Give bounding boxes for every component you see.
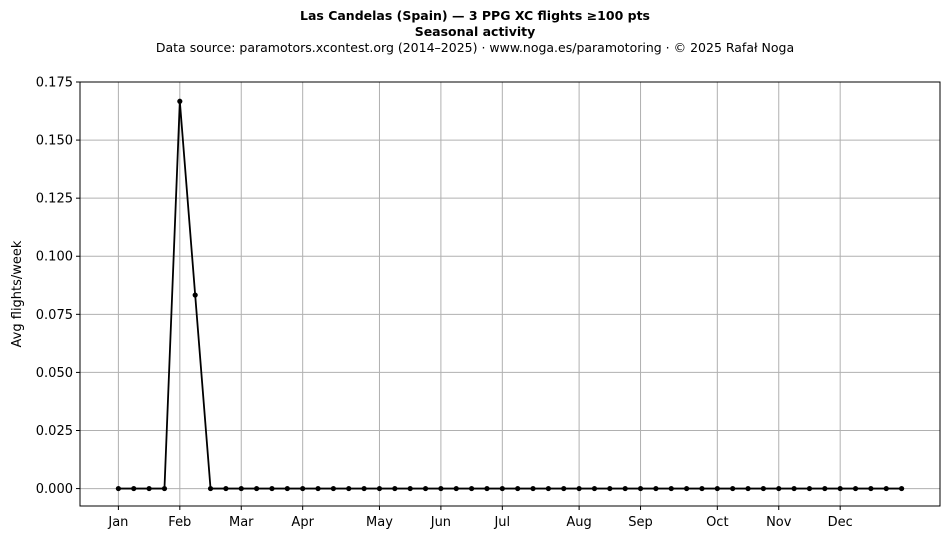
data-point xyxy=(530,485,536,492)
data-point xyxy=(591,485,598,492)
x-tick-label: Mar xyxy=(229,515,254,530)
x-tick-label: Nov xyxy=(766,515,792,530)
data-point xyxy=(684,485,690,492)
chart-subtitle: Seasonal activity xyxy=(414,24,536,39)
data-point xyxy=(868,485,874,492)
data-point xyxy=(545,485,551,492)
data-point xyxy=(330,485,336,492)
data-point xyxy=(346,485,352,492)
data-point xyxy=(668,485,674,492)
grid-lines xyxy=(80,81,940,506)
data-point xyxy=(269,485,275,492)
data-point xyxy=(146,485,152,492)
data-point xyxy=(300,485,306,492)
data-point xyxy=(177,98,183,104)
y-tick-label: 0.075 xyxy=(36,308,73,323)
x-tick-label: Jan xyxy=(107,515,128,530)
data-point xyxy=(730,485,736,492)
data-point xyxy=(392,485,398,492)
data-point xyxy=(453,485,459,492)
y-tick-label: 0.150 xyxy=(36,134,73,149)
data-point xyxy=(469,485,475,492)
data-point xyxy=(115,485,121,492)
chart-title: Las Candelas (Spain) — 3 PPG XC flights … xyxy=(300,8,650,23)
data-point xyxy=(499,485,505,492)
data-point xyxy=(653,485,659,492)
y-tick-label: 0.175 xyxy=(36,76,73,91)
y-tick-label: 0.000 xyxy=(36,482,73,497)
data-point xyxy=(376,485,383,492)
data-source-note: Data source: paramotors.xcontest.org (20… xyxy=(155,40,795,55)
data-point xyxy=(776,485,782,492)
data-point xyxy=(484,485,490,492)
data-point xyxy=(284,485,290,492)
data-point xyxy=(622,485,628,492)
data-point xyxy=(837,485,843,492)
y-axis: 0.000 0.025 0.050 0.075 0.100 0.125 0.150 0.175 xyxy=(36,76,80,497)
data-point xyxy=(883,485,889,492)
data-point xyxy=(561,485,567,492)
x-tick-label: Sep xyxy=(628,515,653,530)
y-tick-label: 0.050 xyxy=(36,366,73,381)
data-point xyxy=(791,485,797,492)
series-line xyxy=(118,100,902,490)
plot-frame xyxy=(79,81,941,507)
data-point xyxy=(714,485,720,492)
x-axis: Jan Feb Mar Apr May Jun Jul Aug Sep Oct Nov Dec xyxy=(107,506,853,530)
x-tick-label: Apr xyxy=(291,515,314,530)
data-point xyxy=(131,485,137,492)
data-point xyxy=(254,485,260,492)
data-point xyxy=(637,485,644,492)
data-point xyxy=(607,485,613,492)
chart-header: Las Candelas (Spain) — 3 PPG XC flights … xyxy=(0,8,950,56)
data-point xyxy=(161,485,168,492)
data-point xyxy=(315,485,321,492)
x-tick-label: Feb xyxy=(168,515,191,530)
data-point xyxy=(192,292,198,298)
y-axis-label: Avg flights/week xyxy=(10,240,25,347)
data-point xyxy=(806,485,813,492)
data-point xyxy=(822,485,828,492)
x-tick-label: Jul xyxy=(493,515,510,530)
x-tick-label: May xyxy=(366,515,393,530)
x-tick-label: Jun xyxy=(430,515,451,530)
data-point xyxy=(899,485,905,492)
x-tick-label: Oct xyxy=(706,515,728,530)
data-point xyxy=(576,485,582,492)
x-tick-label: Dec xyxy=(828,515,853,530)
data-point xyxy=(407,485,413,492)
data-point xyxy=(422,485,429,492)
y-tick-label: 0.100 xyxy=(36,250,73,265)
data-point xyxy=(515,485,521,492)
x-tick-label: Aug xyxy=(566,515,591,530)
data-point xyxy=(699,485,705,492)
data-point xyxy=(852,485,859,492)
data-point xyxy=(223,485,229,492)
data-point xyxy=(207,485,214,492)
data-point xyxy=(760,485,766,492)
series-layer xyxy=(115,98,905,492)
data-point xyxy=(745,485,751,492)
data-point xyxy=(361,485,367,492)
y-tick-label: 0.025 xyxy=(36,424,73,439)
data-point xyxy=(438,485,444,492)
y-tick-label: 0.125 xyxy=(36,192,73,207)
data-point xyxy=(238,485,244,492)
